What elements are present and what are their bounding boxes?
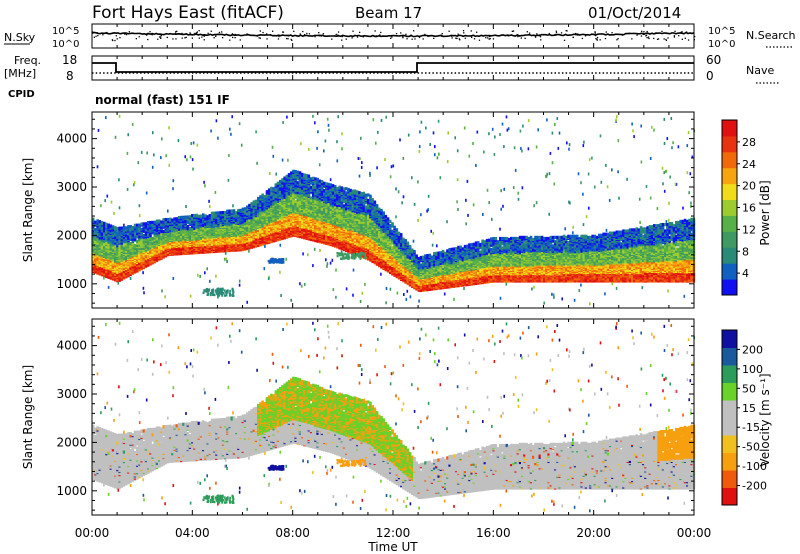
colorbar-tick-label: 28 [742,136,756,149]
x-tick-label: 16:00 [476,526,511,540]
noise-search-dots [92,30,696,42]
colorbar-tick-label: 20 [742,180,756,193]
colorbar-tick-label: 200 [742,343,763,356]
noise-sky-line [91,31,695,38]
colorbar-segment [722,183,737,200]
power-echoes [92,114,696,306]
colorbar-tick-label: 12 [742,223,756,236]
y-tick-label: 4000 [56,132,87,146]
velocity-colorbar: -200 -100 -50 -15 15 50 100 200 [721,329,767,506]
nave-label: Nave [746,64,774,77]
x-tick-label: 12:00 [376,526,411,540]
colorbar-segment [722,417,737,436]
time-axis-label: Time UT [367,540,418,554]
cpid-label: CPID [8,89,35,100]
x-tick-label: 00:00 [75,526,110,540]
x-tick-label: 00:00 [677,526,712,540]
colorbar-segment [722,135,737,153]
colorbar-segment [722,231,737,248]
colorbar-segment [722,487,737,506]
nsearch-label: N.Search [746,29,796,42]
velocity-ylabel: Slant Range [km] [21,365,35,469]
station-title: Fort Hays East (fitACF) [92,3,284,23]
date-label: 01/Oct/2014 [588,4,681,22]
nave-tick-high: 60 [706,53,721,67]
power-panel: 1000 2000 3000 4000 Slant Range [km] 4 8 12 16… [21,111,772,309]
freq-tick-high: 18 [62,53,77,67]
colorbar-tick-label: 16 [742,202,756,215]
colorbar-segment [722,263,737,280]
x-tick-label: 08:00 [275,526,310,540]
colorbar-segment [722,400,737,418]
colorbar-segment [722,470,737,488]
noise-panel: N.Sky 10^5 10^0 10^5 10^0 N.Search [4,23,796,50]
colorbar-segment [722,151,737,169]
velocity-colorbar-label: Velocity [m s⁻¹] [758,373,772,466]
colorbar-tick-label: 24 [742,158,756,171]
frequency-panel: Freq. [MHz] 18 8 60 0 Nave CPID normal (… [4,53,780,107]
freq-label: Freq. [14,54,41,67]
colorbar-frame [721,329,738,506]
y-tick-label: 1000 [56,277,87,291]
nsky-tick-high: 10^5 [52,26,79,37]
colorbar-segment [722,435,737,453]
colorbar-tick-label: -100 [742,460,767,473]
colorbar-tick-label: -15 [742,421,760,434]
colorbar-segment [722,347,737,366]
nsky-tick-low: 10^0 [52,39,79,50]
power-y-axis: 1000 2000 3000 4000 [56,118,694,304]
power-colorbar: 4 8 12 16 20 24 28 [721,119,756,296]
colorbar-segment [722,199,737,216]
colorbar-tick-label: 50 [742,382,756,395]
colorbar-segment [722,330,737,348]
nsearch-tick-high: 10^5 [708,26,735,37]
power-ylabel: Slant Range [km] [21,158,35,262]
colorbar-segment [722,452,737,471]
velocity-echoes [92,321,696,513]
colorbar-tick-label: 4 [742,267,749,280]
nsky-label: N.Sky [4,31,36,44]
colorbar-tick-label: -50 [742,441,760,454]
cpid-text: normal (fast) 151 IF [95,93,230,107]
velocity-y-axis: 1000 2000 3000 4000 [56,325,694,511]
colorbar-segment [722,167,737,185]
colorbar-tick-label: 8 [742,245,749,258]
colorbar-segment [722,120,737,137]
x-tick-label: 04:00 [175,526,210,540]
y-tick-label: 3000 [56,387,87,401]
colorbar-tick-label: -200 [742,480,767,493]
colorbar-tick-label: 100 [742,363,763,376]
colorbar-tick-label: 15 [742,402,756,415]
beam-label: Beam 17 [355,4,422,22]
velocity-panel: 1000 2000 3000 4000 Slant Range [km] -200 -1… [21,318,772,516]
freq-tick-low: 8 [66,69,74,83]
x-tick-label: 20:00 [576,526,611,540]
nave-tick-low: 0 [706,69,714,83]
power-colorbar-label: Power [dB] [758,180,772,245]
time-axis: 00:00 04:00 08:00 12:00 16:00 20:00 00:00 [75,24,712,540]
y-tick-label: 1000 [56,484,87,498]
colorbar-segment [722,215,737,232]
colorbar-segment [722,247,737,264]
frequency-line [92,62,694,73]
colorbar-segment [722,365,737,383]
colorbar-segment [722,279,737,296]
colorbar-segment [722,382,737,401]
y-tick-label: 3000 [56,180,87,194]
y-tick-label: 2000 [56,228,87,242]
y-tick-label: 2000 [56,435,87,449]
freq-unit: [MHz] [4,67,36,80]
y-tick-label: 4000 [56,339,87,353]
nsearch-tick-low: 10^0 [708,39,735,50]
